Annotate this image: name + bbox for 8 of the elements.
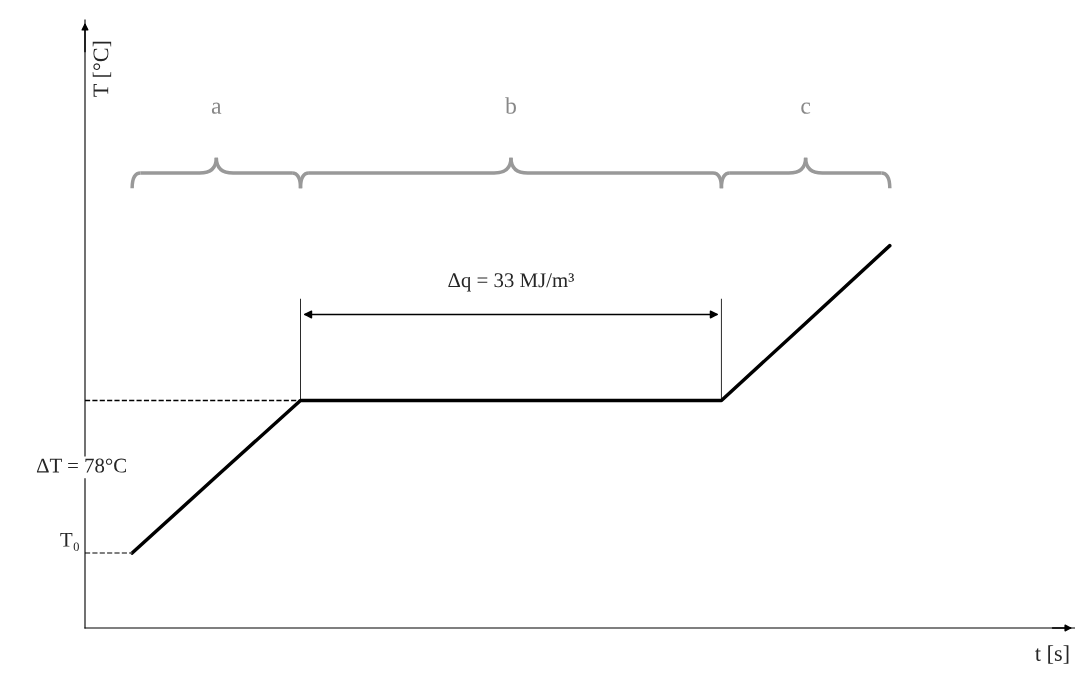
- text: c: [801, 102, 811, 114]
- text: a: [211, 102, 222, 114]
- annotation: ΔT = 78°C: [36, 458, 126, 473]
- text: T [°C]: [92, 41, 112, 97]
- x-axis-title: t [s]: [1035, 645, 1069, 664]
- annotation: Δq = 33 MJ/m³: [448, 273, 575, 292]
- text: b: [505, 97, 516, 114]
- ref-line-label: T₀: [60, 532, 79, 551]
